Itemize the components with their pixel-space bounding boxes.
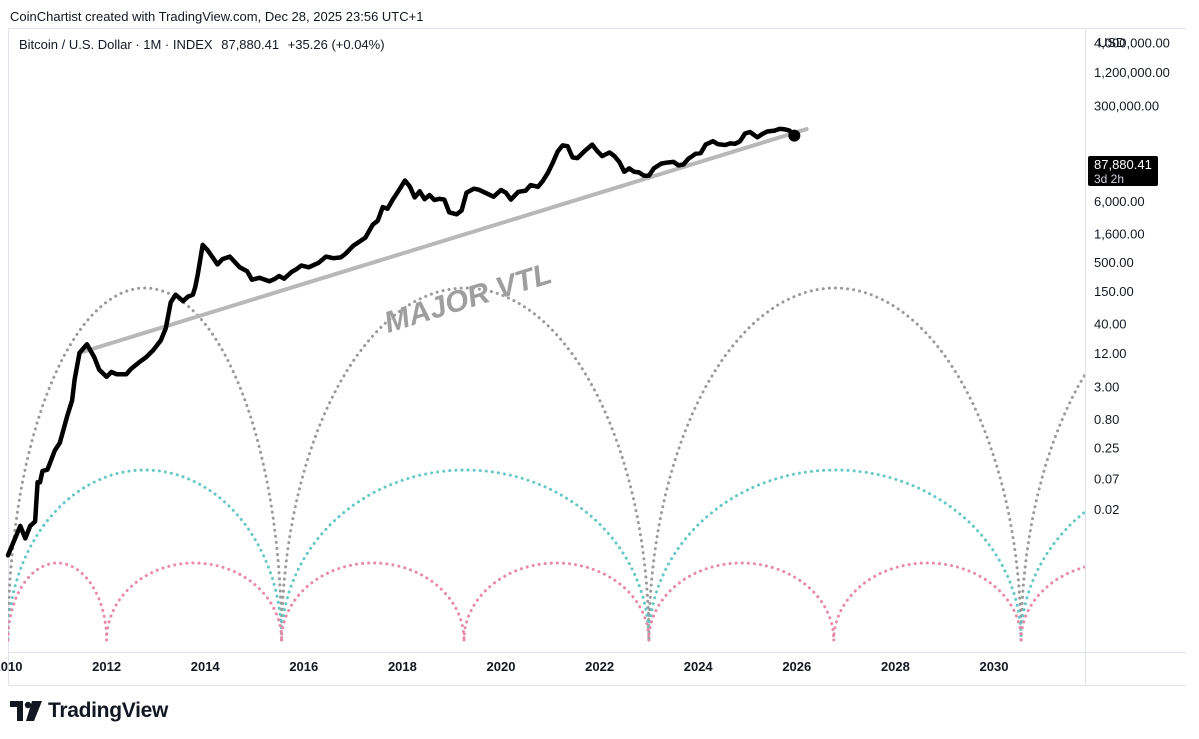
btc-price-line (5, 126, 797, 558)
x-tick-label-2030: 2030 (980, 659, 1009, 674)
price-axis-separator (1085, 28, 1086, 686)
y-tick-label-1: 1,200,000.00 (1094, 65, 1170, 80)
cycle-arc-teal-2 (280, 468, 651, 642)
time-axis-separator (8, 652, 1085, 653)
chart-credit: CoinChartist created with TradingView.co… (10, 9, 424, 24)
x-tick-label-2026: 2026 (782, 659, 811, 674)
price-axis-labels: 4,000,000.001,200,000.00300,000.0024,000… (1094, 36, 1170, 518)
y-tick-label-6: 500.00 (1094, 255, 1134, 270)
currency-selector[interactable]: USD (1098, 35, 1126, 50)
cycle-arc-pink-3 (280, 561, 466, 642)
y-tick-label-14: 0.02 (1094, 502, 1119, 517)
chart-frame (8, 28, 1186, 686)
cycle-arc-pink-5 (647, 561, 836, 642)
x-tick-label-2022: 2022 (585, 659, 614, 674)
cycle-arc-teal-3 (647, 468, 1023, 642)
cycle-arc-teal-1 (8, 468, 284, 642)
x-tick-label-2012: 2012 (92, 659, 121, 674)
cycle-arc-pink-6 (832, 561, 1023, 642)
cycle-arc-pink-0 (8, 621, 10, 642)
y-tick-label-13: 0.07 (1094, 471, 1119, 486)
y-tick-label-12: 0.25 (1094, 440, 1119, 455)
cycle-arc-gray-4 (1019, 371, 1085, 642)
x-tick-label-2014: 2014 (191, 659, 221, 674)
cycle-arc-pink-1 (8, 561, 109, 642)
last-price-label: 87,880.41 3d 2h (1088, 156, 1158, 186)
symbol-legend: Bitcoin / U.S. Dollar · 1M · INDEX 87,88… (19, 37, 390, 52)
cycle-arc-pink-7 (1019, 565, 1085, 642)
symbol-price: 87,880.41 (221, 37, 280, 52)
x-tick-label-2018: 2018 (388, 659, 417, 674)
x-tick-label-2028: 2028 (881, 659, 910, 674)
x-tick-label-2024: 2024 (684, 659, 714, 674)
bar-countdown: 3d 2h (1094, 172, 1125, 186)
y-tick-label-9: 12.00 (1094, 346, 1127, 361)
cycle-arc-gray-0 (8, 587, 10, 642)
cycle-arc-gray-1 (8, 286, 284, 642)
tradingview-logo-icon (10, 701, 42, 721)
y-tick-label-2: 300,000.00 (1094, 99, 1159, 114)
x-tick-label-2016: 2016 (289, 659, 318, 674)
cycle-arc-teal-4 (1019, 509, 1085, 642)
cycle-arc-pink-2 (105, 561, 284, 642)
price-series (5, 126, 801, 558)
symbol-name: Bitcoin / U.S. Dollar · 1M · INDEX (19, 37, 213, 52)
y-tick-label-7: 150.00 (1094, 284, 1134, 299)
y-tick-label-8: 40.00 (1094, 317, 1127, 332)
cycle-arc-gray-3 (647, 286, 1023, 642)
y-tick-label-0: 4,000,000.00 (1094, 36, 1170, 51)
y-tick-label-4: 6,000.00 (1094, 194, 1145, 209)
last-price-value: 87,880.41 (1094, 157, 1152, 172)
tradingview-logo[interactable]: TradingView (10, 699, 168, 723)
cycle-arc-pink-4 (462, 561, 651, 642)
trendline-group: MAJOR VTL (77, 127, 809, 355)
cycle-arcs (8, 286, 1085, 642)
x-tick-label-2020: 2020 (487, 659, 516, 674)
cycle-arc-gray-2 (280, 286, 651, 642)
axis-corner-separator (1085, 652, 1186, 653)
y-tick-label-5: 1,600.00 (1094, 226, 1145, 241)
y-tick-label-11: 0.80 (1094, 412, 1119, 427)
tradingview-logo-text: TradingView (48, 699, 169, 722)
symbol-change: +35.26 (+0.04%) (287, 37, 385, 52)
y-tick-label-10: 3.00 (1094, 380, 1119, 395)
major-vtl-line (77, 127, 809, 355)
last-price-dot (788, 129, 801, 142)
major-vtl-label: MAJOR VTL (380, 257, 555, 340)
